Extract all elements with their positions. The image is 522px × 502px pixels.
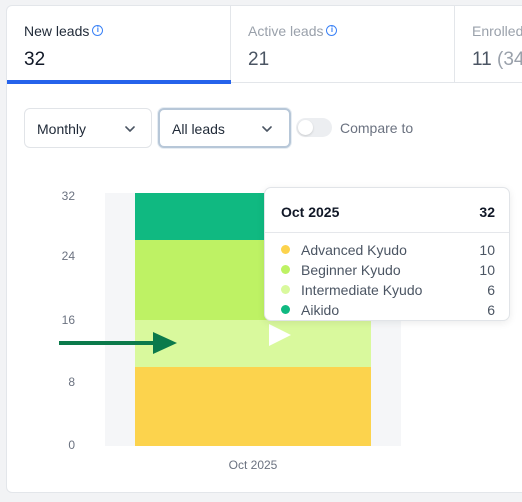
tab-value: 32 xyxy=(24,49,46,70)
tooltip-row: Beginner Kyudo 10 xyxy=(281,260,495,280)
leads-card: New leads i 32 Active leads i 21 Enrolled … xyxy=(6,5,522,493)
chevron-down-icon xyxy=(262,126,272,132)
metric-tabs: New leads i 32 Active leads i 21 Enrolled … xyxy=(7,6,522,84)
y-tick-label: 16 xyxy=(61,313,75,327)
tooltip-row-value: 10 xyxy=(479,242,495,258)
tab-value-percent: (34. xyxy=(497,49,522,70)
info-icon[interactable]: i xyxy=(92,25,104,37)
tooltip-row: Aikido 6 xyxy=(281,300,495,320)
chart-tooltip: Oct 2025 32 Advanced Kyudo 10 Beginner K… xyxy=(264,187,510,321)
legend-dot xyxy=(281,265,290,274)
lead-filter-select[interactable]: All leads xyxy=(158,108,291,148)
y-tick-label: 8 xyxy=(68,375,75,389)
y-tick-label: 24 xyxy=(61,249,75,263)
tab-value: 11 (34. xyxy=(472,49,522,71)
tab-value-number: 11 xyxy=(472,49,492,70)
legend-dot xyxy=(281,245,290,254)
tab-label: New leads xyxy=(24,22,90,39)
pointer-cursor xyxy=(269,324,291,346)
chevron-down-icon xyxy=(125,126,135,132)
tab-enrolled[interactable]: Enrolled 11 (34. xyxy=(455,6,522,83)
tooltip-row-value: 6 xyxy=(487,302,495,318)
tab-new-leads[interactable]: New leads i 32 xyxy=(7,6,231,84)
tab-active-leads[interactable]: Active leads i 21 xyxy=(231,6,455,83)
x-tick-label: Oct 2025 xyxy=(228,458,278,472)
legend-dot xyxy=(281,285,290,294)
tab-label: Enrolled xyxy=(472,22,522,39)
toggle-knob xyxy=(298,120,313,135)
compare-toggle[interactable] xyxy=(296,118,332,137)
compare-label: Compare to xyxy=(340,120,414,136)
bar-segment-advanced-kyudo[interactable] xyxy=(135,366,371,446)
tooltip-row-label: Intermediate Kyudo xyxy=(301,282,423,298)
tooltip-row-label: Beginner Kyudo xyxy=(301,262,401,278)
tooltip-total: 32 xyxy=(479,204,495,220)
arrow-right-icon xyxy=(59,332,177,354)
info-icon[interactable]: i xyxy=(326,25,338,37)
tab-value: 21 xyxy=(248,49,270,70)
period-select[interactable]: Monthly xyxy=(24,108,152,148)
tooltip-row-label: Aikido xyxy=(301,302,340,318)
active-tab-indicator xyxy=(7,80,231,84)
y-tick-label: 0 xyxy=(68,438,75,452)
period-select-value: Monthly xyxy=(37,121,87,137)
tooltip-divider xyxy=(265,232,509,233)
tooltip-row-label: Advanced Kyudo xyxy=(301,242,407,258)
y-tick-label: 32 xyxy=(61,189,75,203)
tooltip-row-value: 6 xyxy=(487,282,495,298)
tooltip-row: Advanced Kyudo 10 xyxy=(281,240,495,260)
tooltip-row-value: 10 xyxy=(479,262,495,278)
tooltip-title: Oct 2025 xyxy=(281,204,340,220)
tab-label: Active leads xyxy=(248,22,324,39)
tooltip-row: Intermediate Kyudo 6 xyxy=(281,280,495,300)
legend-dot xyxy=(281,305,290,314)
lead-filter-select-value: All leads xyxy=(172,121,225,137)
